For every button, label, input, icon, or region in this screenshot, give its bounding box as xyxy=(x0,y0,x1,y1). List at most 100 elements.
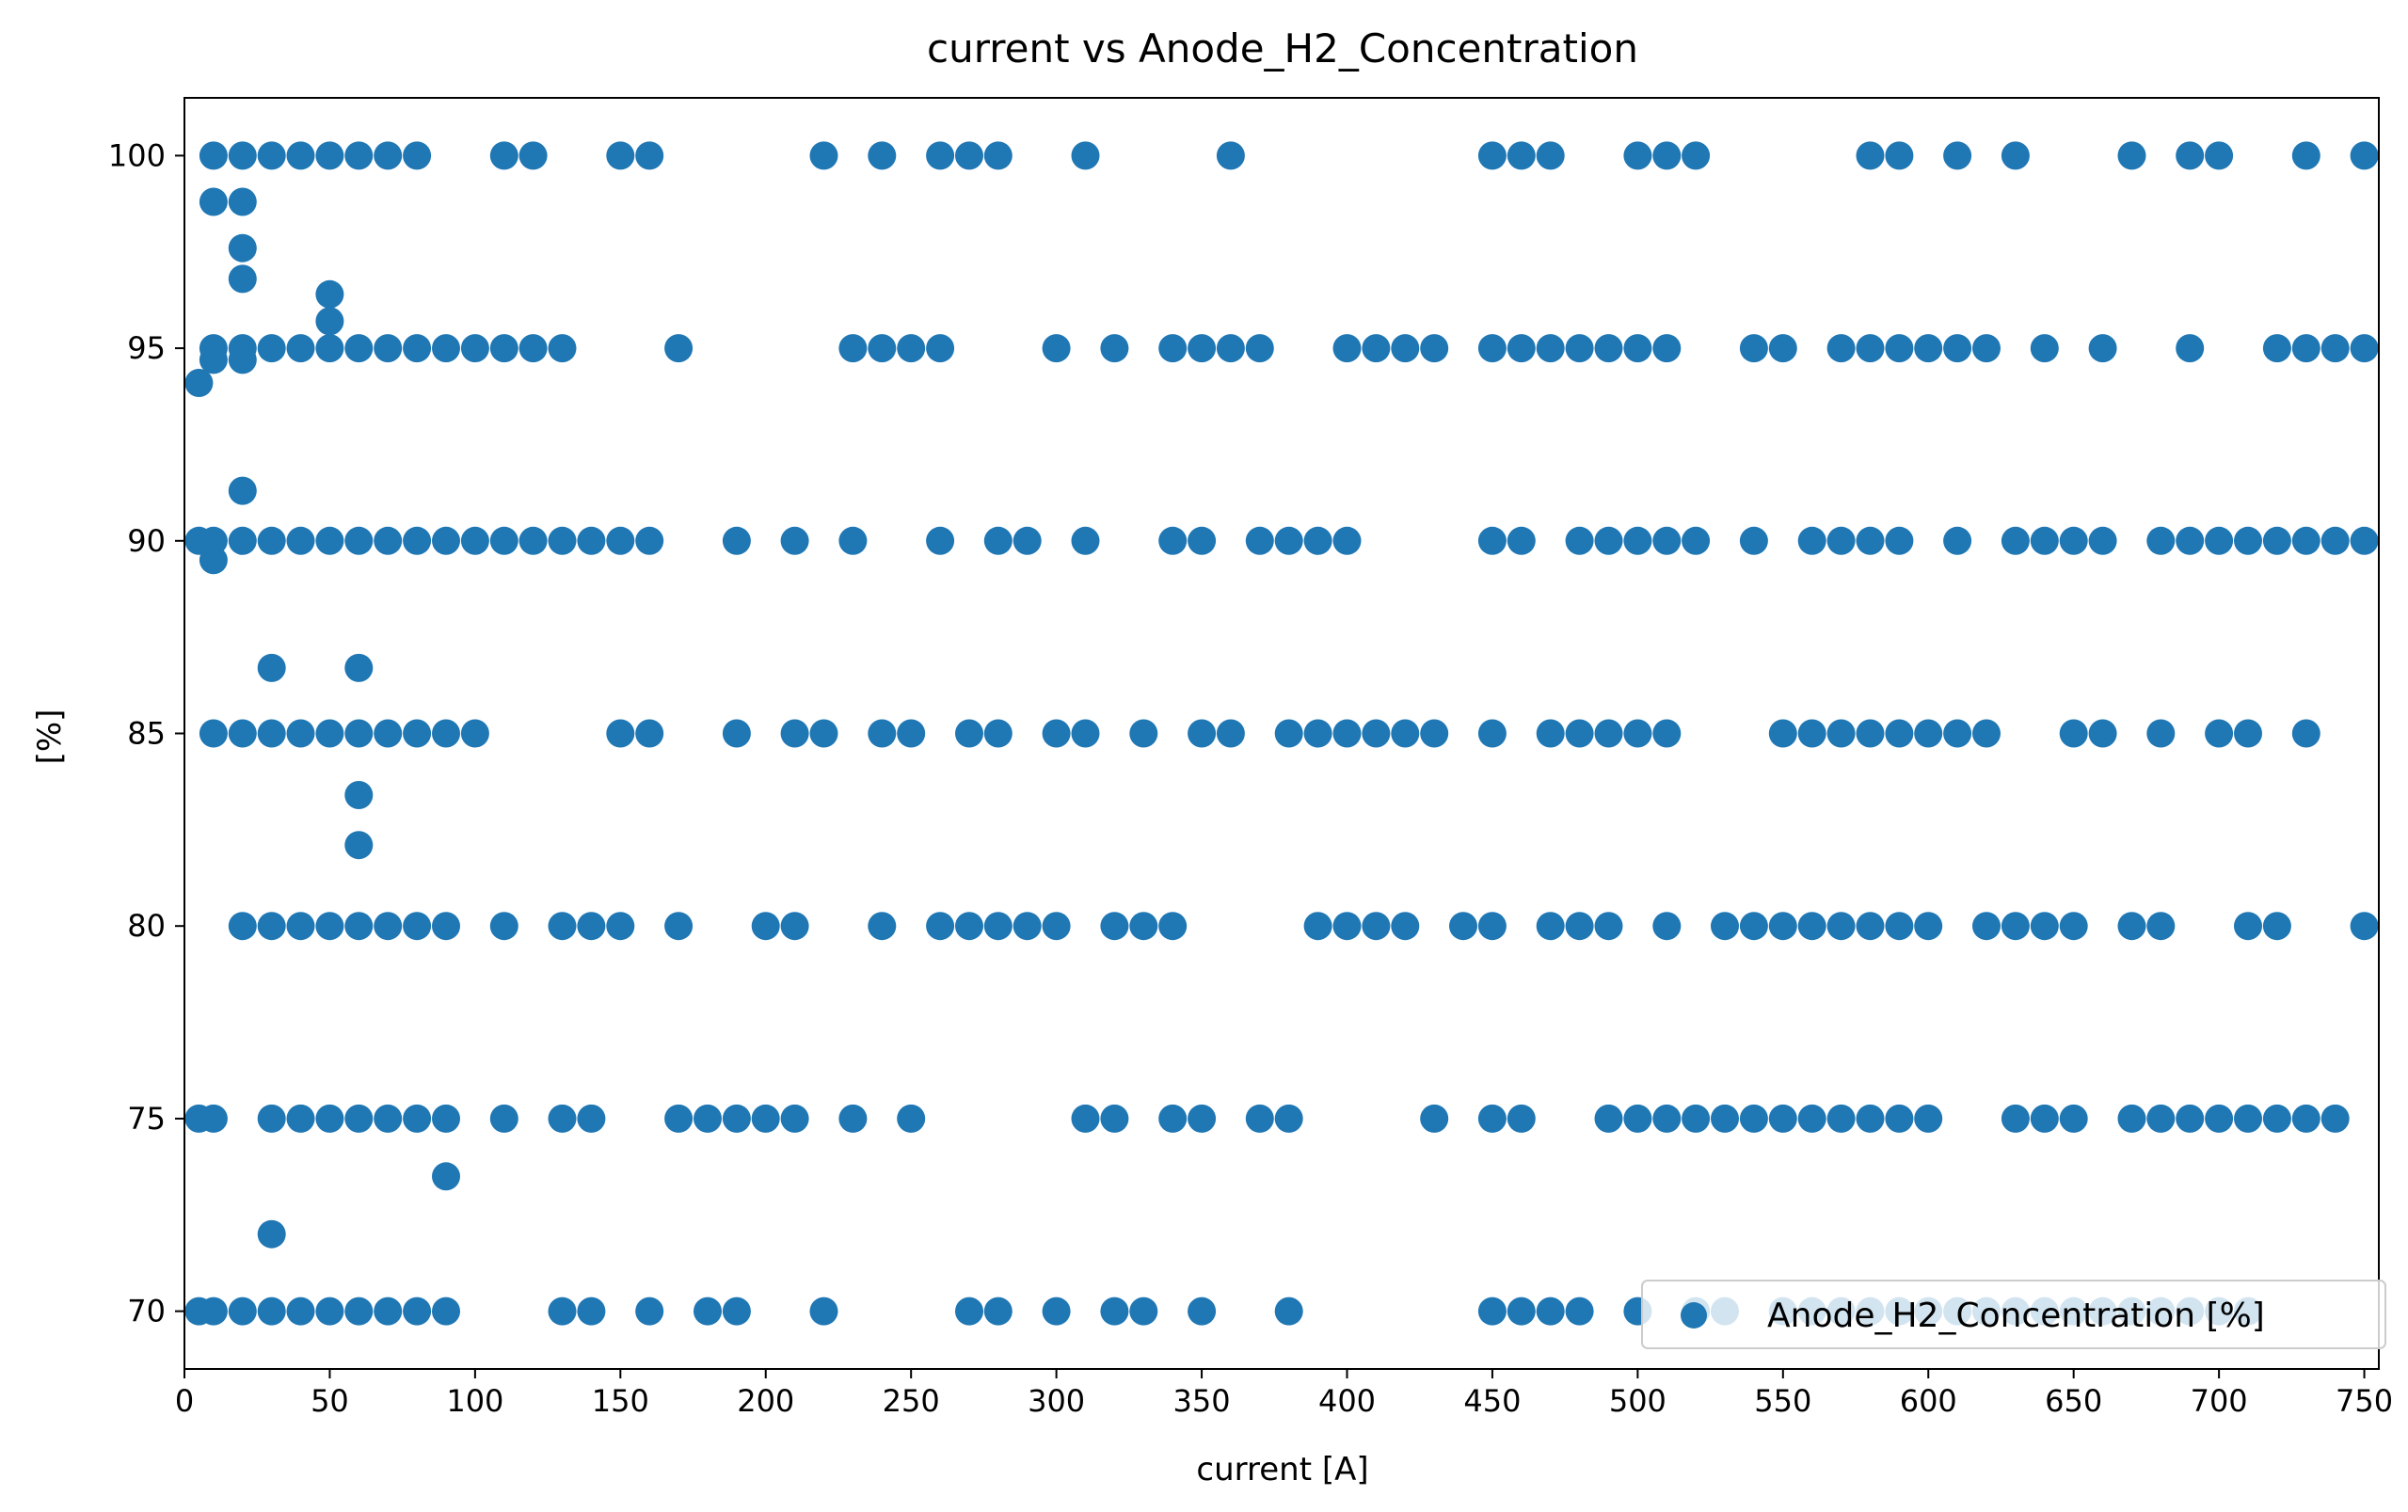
data-point xyxy=(1188,334,1217,363)
data-point xyxy=(1332,912,1362,941)
data-point xyxy=(1594,526,1623,555)
data-point xyxy=(1856,141,1885,170)
data-point xyxy=(199,526,228,555)
data-point xyxy=(1536,719,1565,748)
data-point xyxy=(1682,526,1711,555)
x-axis-label: current [A] xyxy=(1196,1451,1368,1488)
axis-ticks: 0 50 100 150 200 250 300 350 400 450 500 550 600 650 7… xyxy=(108,137,2393,1419)
x-tick-label: 0 xyxy=(175,1383,194,1419)
data-point xyxy=(432,1104,460,1133)
data-point xyxy=(1042,1297,1071,1326)
data-point xyxy=(983,526,1013,555)
data-point xyxy=(1420,1104,1449,1133)
data-point xyxy=(403,1297,432,1326)
data-point xyxy=(1477,1297,1507,1326)
y-axis-label: [%] xyxy=(31,709,69,765)
data-point xyxy=(1071,1104,1100,1133)
data-point xyxy=(1623,1104,1652,1133)
data-point xyxy=(518,141,548,170)
data-point xyxy=(1826,334,1856,363)
data-point xyxy=(199,141,228,170)
data-point xyxy=(315,1297,344,1326)
data-point xyxy=(2291,719,2320,748)
data-point xyxy=(1768,334,1797,363)
data-point xyxy=(344,912,374,941)
data-point xyxy=(344,1104,374,1133)
data-point xyxy=(751,912,780,941)
data-point xyxy=(1420,334,1449,363)
data-point xyxy=(722,1104,751,1133)
y-tick-label: 80 xyxy=(127,908,166,944)
data-point xyxy=(635,526,664,555)
x-tick-label: 200 xyxy=(737,1383,794,1419)
data-point xyxy=(2205,719,2234,748)
data-point xyxy=(897,719,926,748)
data-point xyxy=(1420,719,1449,748)
data-point xyxy=(1332,334,1362,363)
data-point xyxy=(868,334,897,363)
data-point xyxy=(1303,719,1332,748)
data-point xyxy=(315,719,344,748)
data-point xyxy=(1362,334,1391,363)
data-point xyxy=(2234,912,2262,941)
data-point xyxy=(926,334,955,363)
data-point xyxy=(722,1297,751,1326)
data-point xyxy=(518,334,548,363)
y-tick-label: 100 xyxy=(108,137,166,173)
data-point xyxy=(694,1297,722,1326)
data-point xyxy=(432,1297,460,1326)
data-point xyxy=(374,526,403,555)
data-point xyxy=(1826,1104,1856,1133)
data-point xyxy=(1245,334,1274,363)
data-point xyxy=(1768,912,1797,941)
data-point xyxy=(1565,1297,1594,1326)
data-point xyxy=(955,1297,983,1326)
data-point xyxy=(2030,912,2059,941)
data-point xyxy=(606,912,635,941)
data-point xyxy=(257,912,286,941)
x-tick-label: 100 xyxy=(446,1383,503,1419)
data-point xyxy=(548,1104,577,1133)
data-point xyxy=(1797,912,1826,941)
data-point xyxy=(577,526,606,555)
data-point xyxy=(1188,719,1217,748)
x-tick-label: 150 xyxy=(592,1383,649,1419)
data-point xyxy=(1623,334,1652,363)
data-point xyxy=(2146,912,2176,941)
data-point xyxy=(1303,526,1332,555)
data-point xyxy=(460,526,489,555)
data-point xyxy=(1536,912,1565,941)
data-point xyxy=(1332,526,1362,555)
data-point xyxy=(344,141,374,170)
data-point xyxy=(2059,1104,2088,1133)
data-point xyxy=(809,141,838,170)
data-point xyxy=(2176,1104,2205,1133)
data-point xyxy=(2001,1104,2030,1133)
data-point xyxy=(1856,334,1885,363)
data-point xyxy=(1885,719,1914,748)
data-point xyxy=(199,546,228,575)
data-point xyxy=(664,334,694,363)
data-point xyxy=(1245,526,1274,555)
data-point xyxy=(1158,1104,1188,1133)
data-point xyxy=(344,334,374,363)
x-tick-label: 400 xyxy=(1318,1383,1376,1419)
data-point xyxy=(199,187,228,216)
data-point xyxy=(2291,334,2320,363)
data-point xyxy=(1013,912,1042,941)
data-point xyxy=(2291,1104,2320,1133)
x-tick-label: 600 xyxy=(1900,1383,1957,1419)
data-point xyxy=(838,1104,868,1133)
data-point xyxy=(1477,719,1507,748)
data-point xyxy=(1856,526,1885,555)
data-point xyxy=(1711,1104,1739,1133)
data-point xyxy=(1826,526,1856,555)
data-point xyxy=(1274,1104,1303,1133)
data-point xyxy=(1071,141,1100,170)
data-point xyxy=(983,141,1013,170)
data-point xyxy=(1885,1104,1914,1133)
data-point xyxy=(1623,719,1652,748)
data-point xyxy=(577,1297,606,1326)
data-point xyxy=(2059,912,2088,941)
data-point xyxy=(606,719,635,748)
